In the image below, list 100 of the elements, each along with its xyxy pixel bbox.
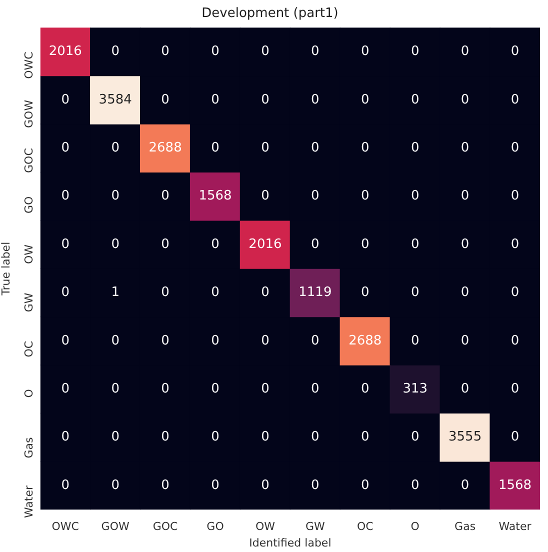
data-label: 0 — [261, 44, 270, 60]
chart-title: Development (part1) — [202, 6, 338, 22]
x-tick-label: GW — [305, 520, 325, 534]
data-label: 0 — [361, 140, 370, 156]
data-label: 0 — [510, 285, 520, 300]
data-label: 2016 — [48, 44, 82, 60]
data-label: 0 — [211, 236, 220, 252]
data-label: 0 — [161, 478, 170, 493]
data-label: 0 — [211, 44, 220, 60]
data-label: 0 — [61, 92, 70, 108]
data-label: 0 — [161, 430, 170, 445]
data-label: 0 — [161, 188, 170, 204]
x-tick-label: Water — [498, 520, 532, 534]
data-label: 0 — [161, 333, 170, 348]
data-label: 0 — [361, 44, 370, 60]
x-tick-label: OW — [255, 520, 276, 534]
data-label: 0 — [311, 44, 320, 60]
data-label: 0 — [161, 381, 170, 396]
data-label: 0 — [311, 381, 320, 396]
data-label: 0 — [161, 44, 170, 60]
x-tick-label: O — [410, 520, 420, 534]
data-label: 0 — [311, 236, 320, 252]
data-label: 0 — [161, 236, 170, 252]
data-label: 0 — [460, 92, 470, 108]
data-label: 0 — [311, 478, 320, 493]
y-tick-label: GW — [22, 292, 36, 312]
data-label: 2016 — [248, 236, 282, 252]
x-tick-label: OWC — [52, 520, 80, 534]
y-tick-label: GO — [22, 196, 36, 214]
data-label: 0 — [510, 381, 520, 396]
y-tick-label: Gas — [22, 437, 36, 458]
data-label: 0 — [61, 188, 70, 204]
x-axis-title: Identified label — [249, 536, 332, 550]
data-label: 0 — [161, 285, 170, 300]
data-label: 0 — [61, 430, 70, 445]
x-tick-label: GOW — [101, 520, 130, 534]
data-label: 0 — [410, 140, 420, 156]
data-label: 0 — [111, 430, 120, 445]
data-label: 0 — [211, 92, 220, 108]
data-label: 0 — [261, 140, 270, 156]
data-label: 0 — [361, 92, 370, 108]
data-label: 0 — [410, 236, 420, 252]
data-label: 0 — [410, 430, 420, 445]
data-label: 0 — [460, 140, 470, 156]
y-tick-label: GOW — [22, 100, 36, 128]
data-label: 0 — [111, 333, 120, 348]
data-label: 0 — [61, 140, 70, 156]
data-label: 0 — [361, 188, 370, 204]
x-tick-label: OC — [356, 520, 374, 534]
data-label: 0 — [111, 188, 120, 204]
x-tick-label: GOC — [152, 520, 178, 534]
data-label: 0 — [460, 285, 470, 300]
data-label: 0 — [311, 188, 320, 204]
data-label: 0 — [410, 333, 420, 348]
data-label: 0 — [211, 381, 220, 396]
y-tick-label: OC — [22, 340, 36, 358]
data-label: 0 — [211, 333, 220, 348]
data-label: 0 — [410, 44, 420, 60]
data-label: 0 — [261, 381, 270, 396]
data-label: 0 — [61, 285, 70, 300]
data-label: 0 — [410, 478, 420, 493]
data-label: 1 — [111, 285, 120, 300]
data-label: 0 — [311, 430, 320, 445]
data-label: 0 — [111, 381, 120, 396]
data-label: 1119 — [298, 285, 332, 300]
data-label: 0 — [510, 333, 520, 348]
data-label: 0 — [510, 236, 520, 252]
y-tick-label: OWC — [22, 51, 36, 79]
data-label: 0 — [111, 44, 120, 60]
data-label: 3584 — [98, 92, 132, 108]
data-label: 0 — [111, 140, 120, 156]
data-label: 0 — [211, 478, 220, 493]
data-label: 0 — [410, 188, 420, 204]
data-label: 0 — [211, 140, 220, 156]
y-tick-label: O — [22, 388, 36, 398]
data-label: 0 — [460, 381, 470, 396]
data-label: 0 — [61, 236, 70, 252]
data-label: 0 — [510, 140, 520, 156]
data-label: 0 — [61, 478, 70, 493]
data-label: 0 — [361, 478, 370, 493]
data-label: 0 — [161, 92, 170, 108]
y-axis-title: True label — [0, 242, 12, 296]
x-tick-label: GO — [206, 520, 224, 534]
y-tick-label: GOC — [22, 148, 36, 173]
data-label: 0 — [510, 430, 520, 445]
data-label: 0 — [261, 188, 270, 204]
data-label: 0 — [261, 333, 270, 348]
data-label: 0 — [211, 285, 220, 300]
data-label: 0 — [61, 333, 70, 348]
data-label: 0 — [510, 188, 520, 204]
data-label: 0 — [460, 236, 470, 252]
data-label: 0 — [361, 430, 370, 445]
data-label: 0 — [261, 430, 270, 445]
data-label: 0 — [311, 92, 320, 108]
data-label: 0 — [510, 92, 520, 108]
data-label: 0 — [410, 92, 420, 108]
x-tick-label: Gas — [454, 520, 476, 534]
data-label: 0 — [111, 478, 120, 493]
data-label: 0 — [311, 333, 320, 348]
data-label: 2688 — [148, 140, 182, 156]
